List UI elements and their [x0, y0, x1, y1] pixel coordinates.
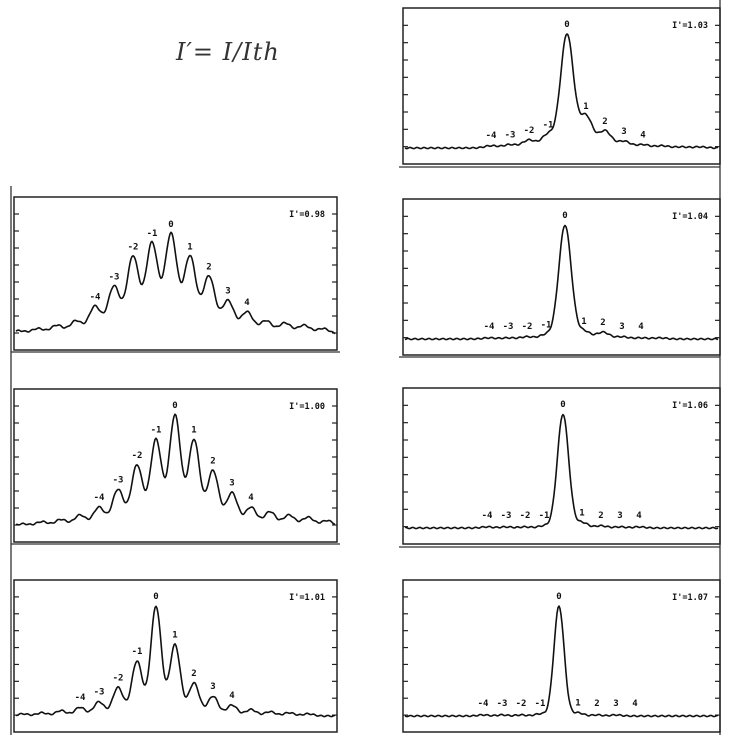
order-label: 3: [619, 322, 624, 332]
spectrum-panel: -4 -3 -2 -1 0 1 2 3 4 I'=1.00: [13, 388, 338, 543]
order-label: 2: [206, 262, 211, 272]
spectrum-trace: [15, 605, 336, 718]
order-label: 4: [244, 298, 250, 308]
order-label: 0: [556, 592, 561, 602]
order-label: -2: [520, 511, 531, 521]
spectrum-panel: -4 -3 -2 -1 0 1 2 3 4 I'=1.06: [402, 387, 721, 545]
panel-frame: [402, 7, 721, 165]
order-label: -3: [109, 272, 120, 282]
order-label: 1: [191, 425, 196, 435]
order-label: -1: [543, 120, 554, 130]
order-label: -3: [503, 322, 514, 332]
order-label: -3: [505, 131, 516, 141]
panel-label: I'=1.00: [289, 402, 325, 412]
order-label: -1: [535, 699, 546, 709]
order-label: 0: [560, 400, 565, 410]
order-label: -2: [128, 242, 139, 252]
spectrum-panel: -4 -3 -2 -1 0 1 2 3 4 I'=1.03: [402, 7, 721, 165]
order-label: 3: [229, 479, 234, 489]
order-label: 1: [581, 317, 586, 327]
order-label: -1: [147, 229, 158, 239]
order-label: 3: [225, 287, 230, 297]
order-label: -1: [132, 647, 143, 657]
order-label: 0: [153, 592, 158, 602]
order-label: -2: [516, 699, 527, 709]
order-label: 4: [638, 322, 644, 332]
order-label: 2: [600, 318, 605, 328]
order-label: 2: [598, 511, 603, 521]
panel-label: I'=1.04: [672, 212, 708, 222]
panel-frame: [402, 198, 721, 356]
order-label: 3: [617, 511, 622, 521]
order-label: -2: [524, 126, 535, 136]
spectrum-trace: [15, 231, 336, 335]
spectrum-trace: [404, 605, 719, 718]
order-label: 3: [210, 682, 215, 692]
order-label: 4: [248, 493, 254, 503]
spectrum-panel: -4 -3 -2 -1 0 1 2 3 4 I'=1.04: [402, 198, 721, 356]
panel-frame: [402, 387, 721, 545]
order-label: 0: [168, 220, 173, 230]
order-label: 1: [579, 508, 584, 518]
order-label: 1: [187, 242, 192, 252]
order-label: -4: [75, 693, 86, 703]
order-label: -4: [482, 511, 493, 521]
order-label: 4: [636, 511, 642, 521]
order-label: -1: [539, 511, 550, 521]
order-label: -1: [151, 425, 162, 435]
spectrum-trace: [404, 33, 719, 150]
order-label: -2: [113, 673, 124, 683]
order-label: -3: [501, 511, 512, 521]
order-label: 1: [575, 699, 580, 709]
order-label: -3: [94, 688, 105, 698]
order-label: 2: [594, 699, 599, 709]
panel-frame: [402, 579, 721, 733]
order-label: 4: [640, 131, 646, 141]
order-label: 4: [632, 699, 638, 709]
order-label: 0: [562, 211, 567, 221]
order-label: 2: [602, 117, 607, 127]
order-label: 2: [210, 457, 215, 467]
order-label: 0: [172, 401, 177, 411]
panel-frame: [13, 579, 338, 733]
order-label: -2: [522, 322, 533, 332]
panel-label: I'=1.06: [672, 401, 708, 411]
panel-label: I'=1.07: [672, 593, 708, 603]
order-label: 4: [229, 691, 235, 701]
order-label: -3: [113, 475, 124, 485]
spectrum-panel: -4 -3 -2 -1 0 1 2 3 4 I'=1.01: [13, 579, 338, 733]
order-label: 2: [191, 669, 196, 679]
order-label: -4: [94, 493, 105, 503]
panel-label: I'=1.01: [289, 593, 325, 603]
order-label: 0: [564, 20, 569, 30]
panel-label: I'=1.03: [672, 21, 708, 31]
order-label: -4: [90, 292, 101, 302]
panel-frame: [13, 388, 338, 543]
order-label: -3: [497, 699, 508, 709]
panel-frame: [13, 196, 338, 351]
formula-title: I′= I/Ith: [176, 38, 280, 66]
spectrum-trace: [404, 413, 719, 530]
spectrum-panel: -4 -3 -2 -1 0 1 2 3 4 I'=0.98: [13, 196, 338, 351]
spectrum-trace: [16, 413, 336, 526]
order-label: 3: [621, 127, 626, 137]
panel-label: I'=0.98: [289, 210, 325, 220]
order-label: -1: [541, 320, 552, 330]
order-label: 1: [172, 631, 177, 641]
spectrum-panel: -4 -3 -2 -1 0 1 2 3 4 I'=1.07: [402, 579, 721, 733]
order-label: -4: [478, 699, 489, 709]
order-label: 3: [613, 699, 618, 709]
order-label: -4: [486, 131, 497, 141]
order-label: -4: [484, 322, 495, 332]
spectrum-trace: [404, 224, 719, 341]
order-label: 1: [583, 102, 588, 112]
order-label: -2: [132, 451, 143, 461]
